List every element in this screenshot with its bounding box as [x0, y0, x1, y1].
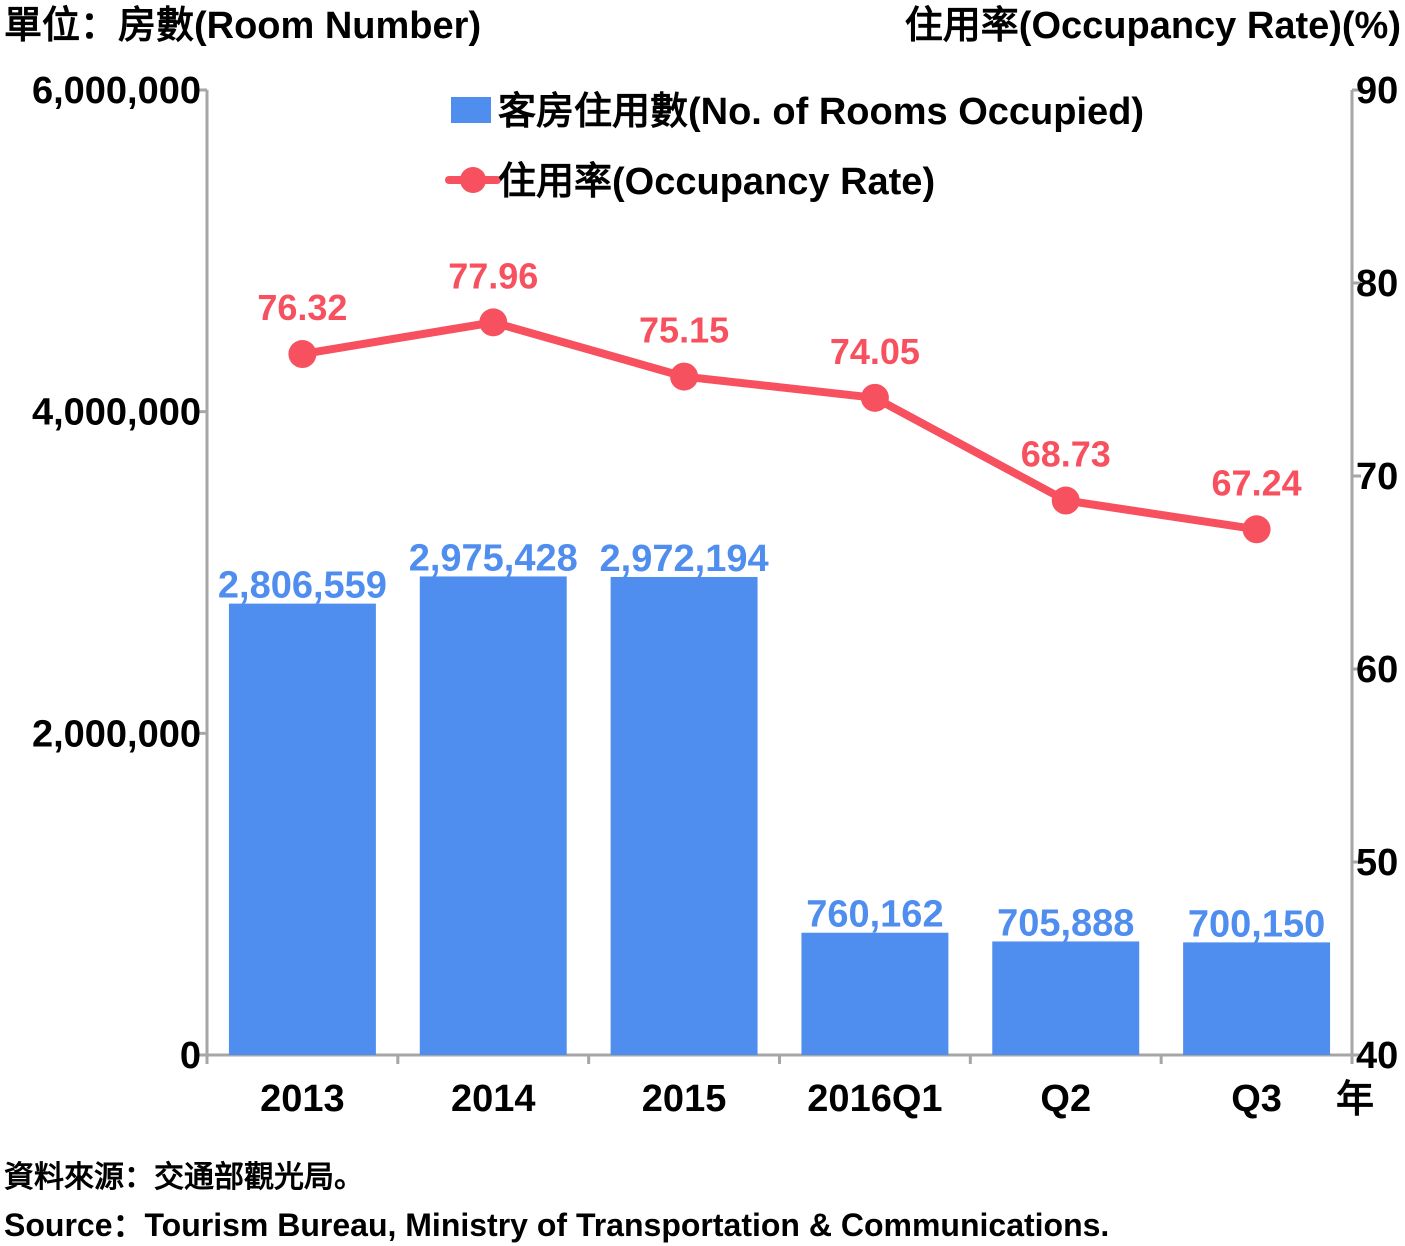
x-tick-label: 2016Q1	[807, 1078, 942, 1120]
left-y-tick-label: 4,000,000	[32, 392, 201, 434]
left-axis-unit-label: 單位：房數(Room Number)	[4, 5, 481, 47]
line-data-label: 67.24	[1212, 462, 1302, 503]
bar-series	[228, 576, 1331, 1055]
x-tick-label: 2014	[451, 1078, 536, 1120]
bar	[610, 576, 758, 1055]
line-point	[1242, 515, 1271, 544]
bar	[1183, 942, 1331, 1055]
legend-line-label: 住用率(Occupancy Rate)	[498, 161, 935, 203]
left-y-tick-label: 6,000,000	[32, 70, 201, 112]
line-data-label: 75.15	[639, 310, 729, 351]
x-tick-label: Q2	[1040, 1078, 1091, 1120]
bar-data-label: 705,888	[997, 902, 1134, 944]
line-data-label: 76.32	[257, 287, 347, 328]
left-y-tick-label: 0	[180, 1035, 201, 1077]
line-series	[288, 308, 1271, 544]
bar-data-label: 2,972,194	[600, 538, 769, 580]
bar	[228, 603, 376, 1055]
legend: 客房住用數(No. of Rooms Occupied) 住用率(Occupanc…	[445, 90, 1144, 203]
bar-data-label: 2,975,428	[409, 537, 578, 579]
bar	[801, 932, 949, 1055]
line-point	[479, 308, 508, 337]
right-axis-unit-label: 住用率(Occupancy Rate)(%)	[905, 5, 1401, 47]
right-y-tick-label: 90	[1356, 70, 1398, 112]
line-point	[670, 362, 699, 391]
legend-bar-label: 客房住用數(No. of Rooms Occupied)	[498, 90, 1144, 133]
line-data-label: 77.96	[448, 255, 538, 296]
x-tick-label: 2013	[260, 1078, 345, 1120]
line-data-labels: 76.32 77.96 75.15 74.05 68.73 67.24	[257, 255, 1301, 503]
x-axis-unit-label: 年	[1336, 1079, 1374, 1121]
right-y-tick-label: 50	[1356, 842, 1398, 884]
x-tick-label: 2015	[642, 1078, 727, 1120]
left-y-tick-label: 2,000,000	[32, 713, 201, 755]
bar-data-label: 2,806,559	[218, 565, 387, 607]
bar	[992, 941, 1140, 1055]
bar	[419, 576, 567, 1055]
right-y-tick-label: 60	[1356, 649, 1398, 691]
line-point	[288, 340, 317, 369]
occupancy-chart: 單位：房數(Room Number) 住用率(Occupancy Rate)(%…	[4, 5, 1401, 1121]
bar-data-label: 700,150	[1188, 903, 1325, 945]
right-y-tick-label: 40	[1356, 1035, 1398, 1077]
source-note-chinese: 資料來源：交通部觀光局。	[4, 1161, 364, 1194]
line-point	[860, 383, 889, 412]
axes: 0 2,000,000 4,000,000 6,000,000 40 50 60 70 80 90…	[32, 70, 1398, 1120]
bar-data-label: 760,162	[806, 894, 943, 936]
occupancy-rate-line	[298, 318, 1261, 534]
right-y-tick-label: 70	[1356, 456, 1398, 498]
source-note-english: Source：Tourism Bureau, Ministry of Trans…	[4, 1207, 1110, 1243]
line-point	[1051, 486, 1080, 515]
right-y-tick-label: 80	[1356, 263, 1398, 305]
bar-data-labels: 2,806,559 2,975,428 2,972,194 760,162 705,88…	[218, 537, 1325, 945]
line-data-label: 68.73	[1021, 434, 1111, 475]
legend-bar-swatch	[451, 97, 491, 123]
legend-line-marker	[460, 167, 486, 193]
x-tick-label: Q3	[1231, 1078, 1282, 1120]
line-data-label: 74.05	[830, 331, 920, 372]
